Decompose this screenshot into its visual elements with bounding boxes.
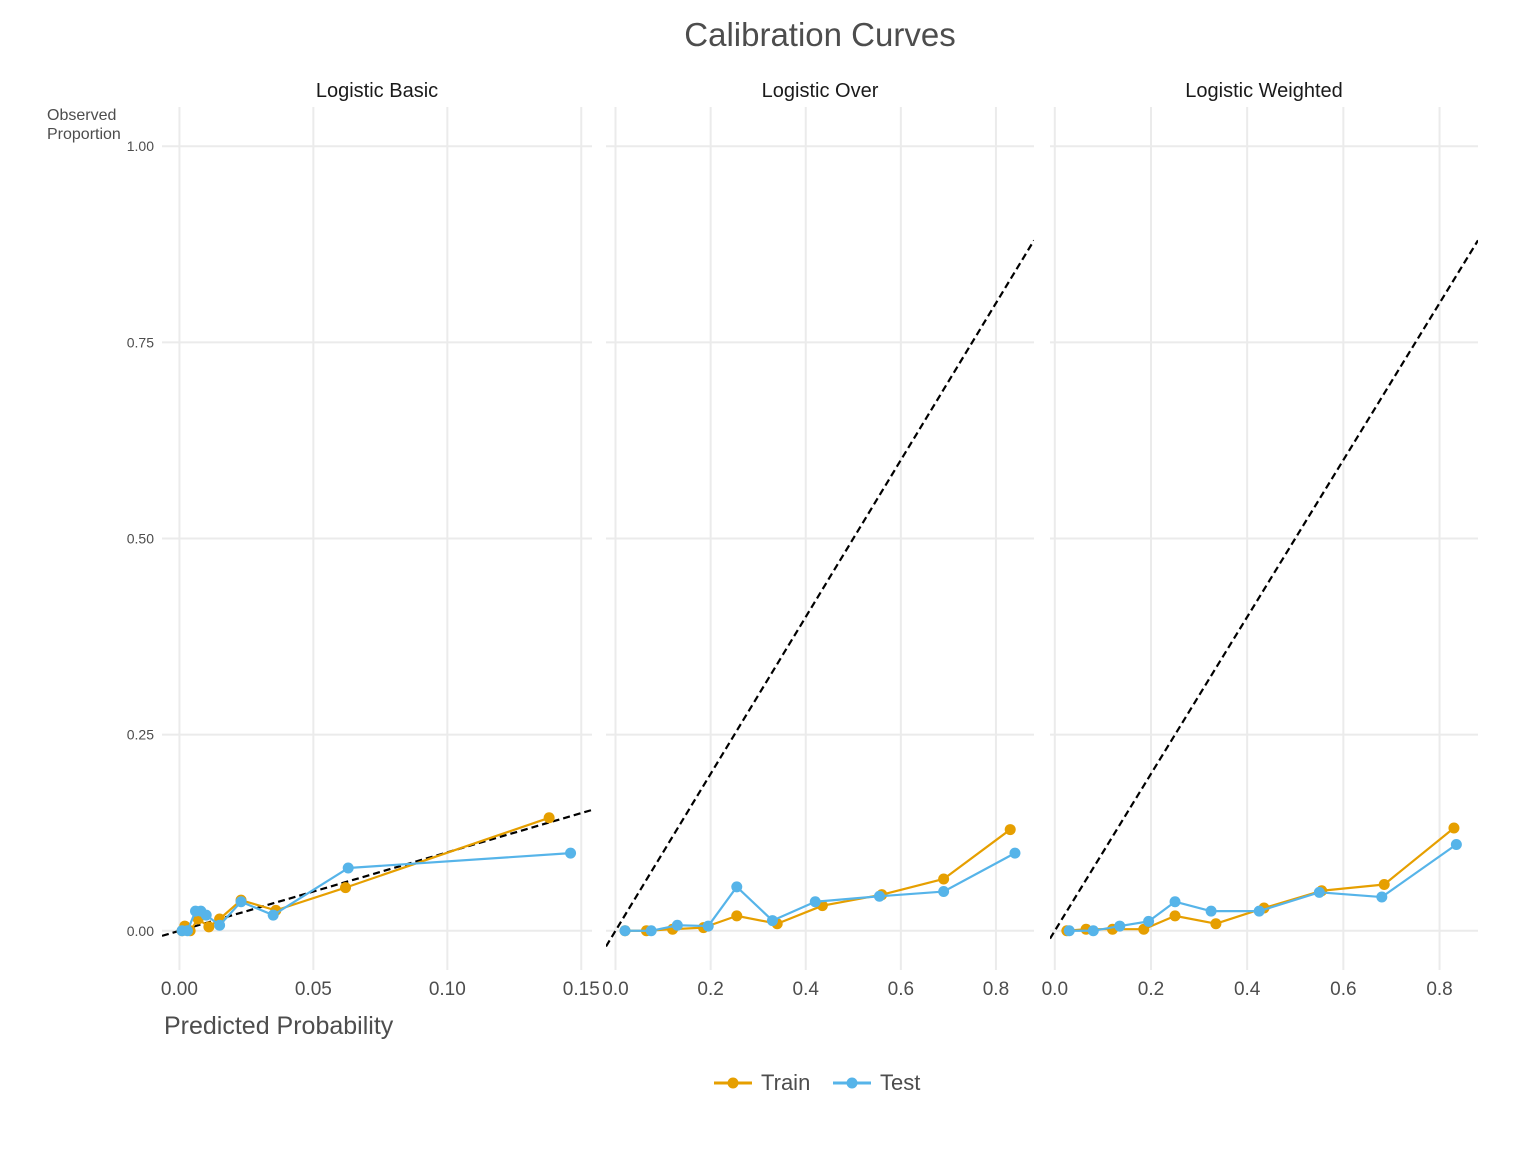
test-point [1376,891,1388,903]
y-tick-label: 0.50 [127,531,154,547]
test-point [766,915,778,927]
test-point [200,909,212,921]
reference-line [162,808,592,937]
legend: Train Test [714,1070,920,1095]
x-tick-label: 0.4 [1234,979,1261,1000]
test-point [809,896,821,908]
test-point [214,919,226,931]
test-point [702,920,714,932]
x-tick-label: 0.15 [563,979,600,1000]
test-point [1114,920,1126,932]
y-tick-label: 0.75 [127,334,154,350]
y-axis-title-line-2: Proportion [47,126,121,143]
x-tick-label: 0.2 [697,979,723,1000]
x-tick-label: 0.6 [888,979,914,1000]
reference-line [606,239,1034,948]
reference-line [1050,239,1478,940]
facet-title: Logistic Over [762,80,879,102]
test-point [1009,847,1021,859]
test-point [1313,886,1325,898]
facet-title: Logistic Weighted [1185,80,1343,102]
train-point [938,873,950,885]
test-point [1169,896,1181,908]
legend-train-label: Train [761,1070,810,1095]
x-tick-label: 0.6 [1330,979,1356,1000]
y-tick-label: 1.00 [127,138,154,154]
test-point [342,862,354,874]
facet-logistic-weighted: Logistic Weighted 0.0 0.2 0.4 0.6 0.8 [1042,80,1478,1000]
facet-title: Logistic Basic [316,80,438,102]
test-point [235,896,247,908]
train-point [1448,822,1460,834]
test-line [182,852,571,932]
test-point [671,919,683,931]
facet-logistic-over: Logistic Over 0.0 0.2 0.4 0.6 0.8 [602,80,1034,1000]
train-point [203,921,215,933]
test-point [181,925,193,937]
test-line [1069,843,1457,932]
train-point [1004,824,1016,836]
train-point [1378,878,1390,890]
test-point [619,925,631,937]
x-tick-label: 0.4 [793,979,820,1000]
y-axis-title-line-1: Observed [47,107,116,124]
test-point [565,847,577,859]
train-point [340,882,352,894]
train-point [1169,910,1181,922]
x-tick-label: 0.0 [602,979,628,1000]
test-point [1450,838,1462,850]
test-point [938,886,950,898]
train-point [731,910,743,922]
x-tick-label: 0.00 [161,979,198,1000]
test-point [873,890,885,902]
test-line [625,852,1016,932]
facet-logistic-basic: Logistic Basic 0.00 0.25 0.50 0.75 1.00 0.00 0.… [127,80,600,1000]
legend-test-label: Test [880,1070,920,1095]
test-point [1063,925,1075,937]
y-tick-label: 0.00 [127,923,154,939]
train-line [625,828,1011,932]
y-tick-label: 0.25 [127,727,154,743]
chart-title: Calibration Curves [684,16,955,53]
test-point [1205,905,1217,917]
x-tick-label: 0.8 [983,979,1009,1000]
test-point [1087,925,1099,937]
x-tick-label: 0.05 [295,979,332,1000]
legend-test-marker [846,1077,858,1089]
test-point [731,881,743,893]
train-point [1210,918,1222,930]
x-tick-label: 0.0 [1042,979,1068,1000]
test-point [645,925,657,937]
x-axis-title: Predicted Probability [164,1012,394,1040]
y-axis-title: Observed Proportion [47,107,121,143]
test-point [1253,905,1265,917]
facets: Logistic Basic 0.00 0.25 0.50 0.75 1.00 0.00 0.… [127,80,1478,1000]
x-tick-label: 0.10 [429,979,466,1000]
x-tick-label: 0.8 [1426,979,1452,1000]
x-tick-label: 0.2 [1138,979,1164,1000]
test-point [267,909,279,921]
train-point [543,812,555,824]
legend-train-marker [727,1077,739,1089]
test-point [1143,915,1155,927]
